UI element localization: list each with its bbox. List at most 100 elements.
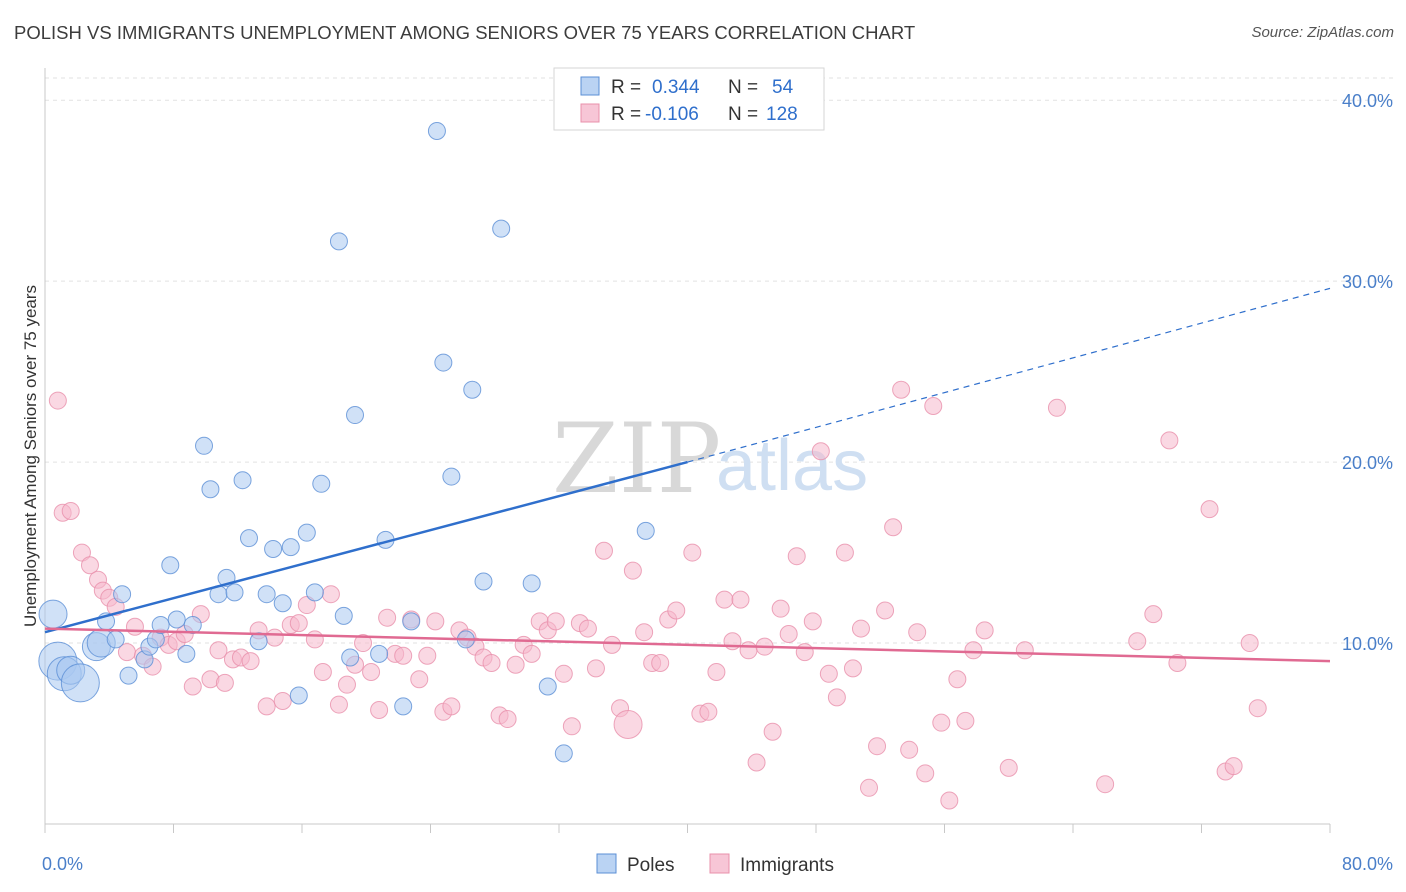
immigrants-point: [819, 664, 838, 683]
immigrants-point: [1200, 500, 1219, 519]
poles-point: [463, 380, 482, 399]
immigrants-point: [378, 608, 397, 627]
immigrants-point: [683, 543, 702, 562]
immigrants-point: [635, 623, 654, 642]
immigrants-point: [948, 670, 967, 689]
poles-point: [538, 677, 557, 696]
axes: [44, 68, 1331, 833]
poles-point: [341, 648, 360, 667]
poles-point: [177, 644, 196, 663]
poles-point: [492, 219, 511, 238]
immigrants-point: [362, 663, 381, 681]
immigrants-point: [522, 644, 541, 663]
poles-point: [195, 436, 214, 455]
poles-point: [151, 615, 170, 634]
immigrants-point: [273, 691, 292, 710]
immigrants-point: [795, 643, 814, 662]
immigrants-point: [354, 634, 373, 653]
poles-trend-line: [44, 460, 688, 634]
immigrants-point: [884, 518, 903, 537]
poles-point: [329, 232, 348, 251]
immigrants-point: [257, 697, 276, 716]
poles-point: [183, 615, 202, 634]
immigrants-point: [603, 635, 622, 654]
immigrants-point: [1128, 632, 1147, 651]
immigrants-point: [72, 543, 91, 562]
series-legend: Poles Immigrants: [596, 853, 834, 876]
watermark: ZIP atlas: [552, 403, 868, 515]
immigrants-point: [297, 596, 316, 615]
poles-point: [281, 538, 300, 557]
immigrants-trend-line: [44, 627, 1331, 663]
immigrants-point: [61, 501, 80, 520]
immigrants-point: [586, 659, 605, 678]
immigrants-point: [313, 663, 332, 681]
chart-title: POLISH VS IMMIGRANTS UNEMPLOYMENT AMONG …: [14, 22, 916, 43]
poles-point: [167, 610, 186, 629]
source-label: Source: ZipAtlas.com: [1251, 24, 1394, 41]
immigrants-point: [1248, 699, 1267, 718]
immigrants-point: [613, 709, 643, 739]
immigrants-point: [975, 621, 994, 640]
immigrants-point: [562, 717, 581, 736]
immigrants-point: [482, 653, 501, 672]
immigrants-point: [779, 625, 798, 643]
poles-point: [346, 406, 365, 425]
immigrants-point: [916, 764, 935, 783]
poles-point: [394, 697, 413, 716]
immigrants-point: [1096, 775, 1115, 794]
series-legend-label-poles: Poles: [627, 855, 675, 876]
immigrants-point: [803, 612, 822, 631]
immigrants-point: [940, 791, 959, 810]
immigrants-point: [747, 753, 766, 772]
y-tick-label: 20.0%: [1342, 453, 1393, 473]
immigrants-point: [868, 737, 887, 756]
poles-point: [113, 585, 132, 604]
immigrants-point: [337, 675, 356, 694]
poles-point: [334, 606, 353, 625]
immigrants-point: [442, 697, 461, 716]
immigrants-point: [623, 561, 642, 580]
immigrants-point: [924, 397, 943, 415]
poles-point: [273, 594, 292, 613]
immigrants-point: [811, 442, 830, 461]
poles-point: [257, 585, 276, 604]
immigrants-point: [48, 391, 67, 410]
immigrants-point: [843, 659, 862, 678]
legend-n-immigrants: 128: [766, 104, 798, 125]
immigrants-point: [1015, 641, 1034, 660]
immigrants-point: [554, 664, 573, 683]
poles-point: [474, 572, 493, 591]
immigrants-point: [908, 623, 927, 642]
series-legend-swatch-immigrants: [709, 853, 730, 874]
poles-point: [427, 121, 446, 140]
immigrants-point: [739, 641, 758, 660]
legend-n-label: N =: [728, 104, 758, 125]
legend-r-poles: 0.344: [652, 77, 700, 98]
immigrants-point: [410, 670, 429, 689]
poles-point: [434, 353, 453, 372]
immigrants-point: [183, 677, 202, 696]
immigrants-point: [289, 614, 308, 633]
immigrants-point: [932, 713, 951, 732]
series-legend-label-immigrants: Immigrants: [740, 855, 834, 876]
watermark-zip: ZIP: [552, 403, 721, 515]
immigrants-point: [1168, 653, 1187, 672]
gridlines: [45, 77, 1395, 644]
immigrants-point: [370, 701, 389, 719]
poles-point: [297, 523, 316, 542]
series-legend-swatch-poles: [596, 853, 617, 874]
watermark-atlas: atlas: [716, 426, 868, 506]
poles-trend-extension: [687, 287, 1331, 463]
legend-swatch-immigrants: [580, 103, 600, 123]
y-tick-label: 10.0%: [1342, 634, 1393, 654]
immigrants-point: [426, 612, 445, 631]
immigrants-point: [241, 652, 260, 671]
immigrants-point: [892, 380, 911, 399]
immigrants-point: [835, 543, 854, 562]
immigrants-point: [707, 663, 726, 681]
poles-points: [38, 121, 655, 763]
legend-n-label: N =: [728, 77, 758, 98]
poles-point: [239, 529, 258, 548]
